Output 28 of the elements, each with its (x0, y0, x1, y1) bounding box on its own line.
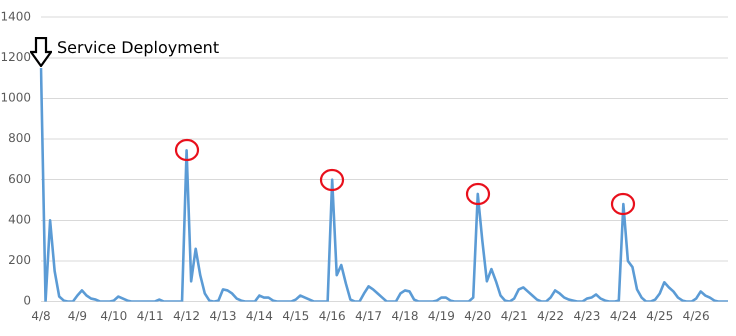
x-tick-label: 4/15 (282, 308, 310, 323)
x-tick-label: 4/25 (646, 308, 674, 323)
x-tick-label: 4/24 (610, 308, 637, 323)
y-tick-label: 600 (8, 172, 31, 186)
y-tick-label: 200 (8, 253, 31, 268)
x-tick-label: 4/13 (210, 308, 236, 323)
x-tick-label: 4/23 (573, 308, 600, 323)
x-tick-label: 4/22 (537, 308, 564, 323)
y-tick-label: 1400 (0, 9, 31, 24)
x-tick-label: 4/17 (355, 308, 382, 323)
x-tick-label: 4/11 (136, 308, 164, 323)
x-tick-label: 4/8 (31, 308, 51, 323)
x-tick-label: 4/21 (500, 308, 528, 323)
y-tick-label: 1200 (0, 50, 31, 64)
x-tick-label: 4/10 (100, 308, 128, 323)
x-tick-label: 4/19 (428, 308, 455, 323)
x-tick-label: 4/14 (246, 308, 273, 323)
x-tick-label: 4/20 (464, 308, 492, 323)
x-tick-label: 4/18 (391, 308, 418, 323)
y-tick-label: 1000 (0, 90, 31, 105)
x-tick-label: 4/26 (682, 308, 710, 323)
y-tick-label: 400 (8, 212, 31, 226)
x-tick-label: 4/9 (68, 308, 88, 323)
x-tick-label: 4/16 (318, 308, 346, 323)
y-tick-label: 800 (8, 131, 31, 146)
x-tick-label: 4/12 (173, 308, 200, 323)
annotation: Service Deployment (57, 38, 220, 57)
y-tick-label: 0 (23, 294, 31, 308)
